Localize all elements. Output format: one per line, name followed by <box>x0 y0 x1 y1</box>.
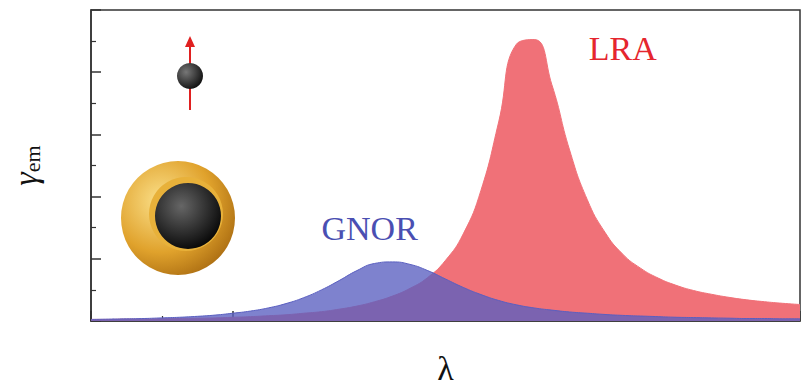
svg-text:GNOR: GNOR <box>321 210 418 247</box>
svg-text:LRA: LRA <box>589 30 657 67</box>
svg-text:λ: λ <box>437 350 454 387</box>
svg-text:em: em <box>20 145 45 172</box>
svg-text:γ: γ <box>6 172 44 186</box>
